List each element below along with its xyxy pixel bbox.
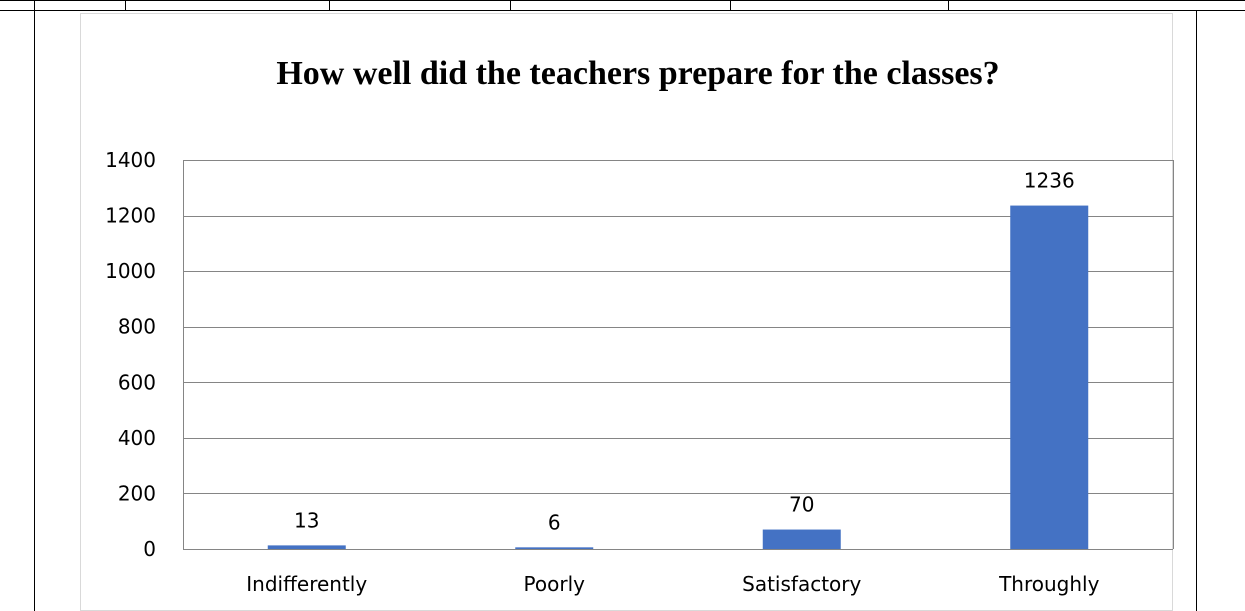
y-axis: 0 200 400 600 800 1000 1200 1400 [105, 148, 156, 561]
data-label: 1236 [1024, 169, 1075, 193]
data-label: 70 [789, 493, 814, 517]
data-label: 6 [548, 510, 561, 534]
y-tick-label: 200 [118, 481, 156, 505]
x-tick-label: Indifferently [246, 572, 367, 596]
bar [515, 547, 594, 549]
bar [1010, 205, 1089, 549]
y-tick-label: 1400 [105, 148, 156, 172]
x-tick-label: Satisfactory [742, 572, 861, 596]
bars: 13 6 70 1236 [267, 169, 1089, 549]
y-tick-label: 1200 [105, 204, 156, 228]
gridlines [183, 160, 1174, 550]
y-tick-label: 800 [118, 315, 156, 339]
chart-area-border [80, 13, 1173, 611]
bar [762, 529, 841, 549]
x-axis: Indifferently Poorly Satisfactory Throughly [246, 572, 1099, 596]
chart-title: How well did the teachers prepare for th… [276, 55, 999, 92]
x-tick-label: Throughly [998, 572, 1100, 596]
y-tick-label: 400 [118, 426, 156, 450]
y-tick-label: 1000 [105, 259, 156, 283]
bar [267, 545, 346, 549]
y-tick-label: 600 [118, 370, 156, 394]
x-tick-label: Poorly [524, 572, 586, 596]
data-label: 13 [294, 508, 319, 532]
y-tick-label: 0 [143, 537, 156, 561]
